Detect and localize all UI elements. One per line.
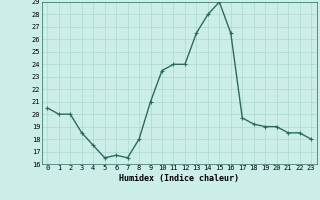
- X-axis label: Humidex (Indice chaleur): Humidex (Indice chaleur): [119, 174, 239, 183]
